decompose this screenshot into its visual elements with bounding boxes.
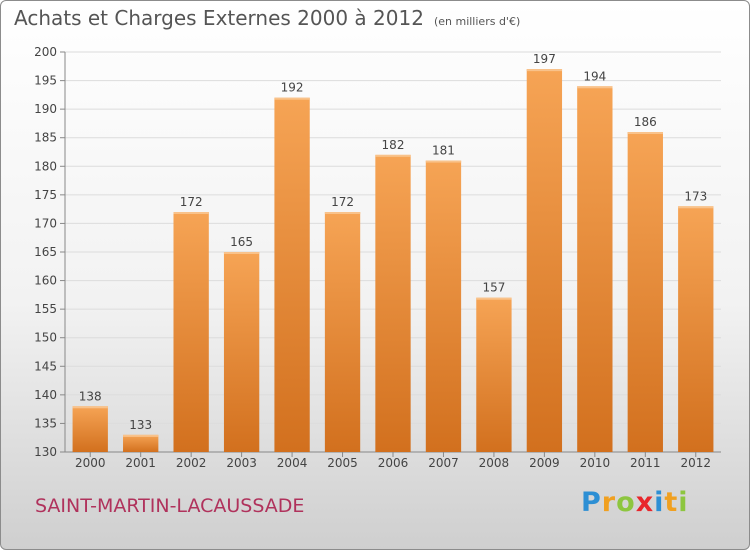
- bar-2005: [324, 212, 361, 452]
- logo-letter: t: [664, 487, 679, 518]
- x-tick-label: 2007: [428, 456, 459, 470]
- value-label: 173: [684, 189, 707, 203]
- bar-highlight: [627, 132, 663, 134]
- value-label: 182: [382, 138, 405, 152]
- proxiti-logo[interactable]: Proxiti: [581, 487, 689, 518]
- bar-highlight: [425, 160, 462, 163]
- x-tick-label: 2001: [125, 456, 156, 470]
- x-tick-label: 2002: [176, 456, 207, 470]
- y-tick-label: 135: [34, 416, 57, 430]
- y-tick-label: 180: [34, 159, 57, 173]
- logo-letter: r: [601, 487, 617, 518]
- bar-highlight: [375, 154, 411, 157]
- y-tick-label: 140: [34, 388, 57, 402]
- y-tick-label: 160: [34, 274, 57, 288]
- bar-highlight: [274, 97, 310, 100]
- bar-highlight: [678, 206, 714, 209]
- logo-letter: o: [616, 487, 636, 518]
- value-label: 181: [432, 144, 455, 158]
- bar-highlight: [223, 252, 260, 254]
- y-tick-label: 185: [34, 131, 57, 145]
- x-tick-label: 2000: [75, 456, 106, 470]
- bar-highlight: [324, 212, 361, 214]
- value-label: 172: [180, 195, 203, 209]
- x-tick-label: 2010: [580, 456, 611, 470]
- logo-letter: i: [678, 487, 689, 518]
- x-tick-label: 2006: [378, 456, 409, 470]
- y-tick-label: 195: [34, 74, 57, 88]
- y-tick-labels: 130 135 140 145 150 155 160 165 170 175 180 185 190 1…: [34, 45, 57, 459]
- y-tick-label: 165: [34, 245, 57, 259]
- value-label: 133: [129, 418, 152, 432]
- x-tick-labels: 2000 2001 2002 2003 2004 2005 2006 2007 2008 2009…: [75, 456, 711, 470]
- bar-2006: [375, 154, 411, 452]
- bar-2002: [173, 212, 209, 452]
- x-tick-label: 2004: [277, 456, 308, 470]
- chart-title: Achats et Charges Externes 2000 à 2012: [14, 6, 424, 30]
- bar-2011: [627, 132, 663, 452]
- x-tick-label: 2009: [529, 456, 560, 470]
- y-tick-label: 130: [34, 445, 57, 459]
- bar-2003: [223, 252, 260, 452]
- value-label: 172: [331, 195, 354, 209]
- y-tick-label: 175: [34, 188, 57, 202]
- bar-2008: [476, 297, 512, 452]
- commune-name: SAINT-MARTIN-LACAUSSADE: [35, 495, 305, 517]
- logo-letter: P: [581, 487, 602, 518]
- bar-2009: [526, 69, 563, 453]
- chart-title-block: Achats et Charges Externes 2000 à 2012 (e…: [14, 6, 520, 30]
- bar-highlight: [476, 297, 512, 300]
- y-tick-label: 145: [34, 359, 57, 373]
- bar-2000: [72, 406, 108, 452]
- bar-highlight: [72, 406, 108, 409]
- logo-letter: i: [654, 487, 665, 518]
- y-tick-label: 200: [34, 45, 57, 59]
- value-label: 157: [482, 281, 505, 295]
- value-label: 165: [230, 235, 253, 249]
- unit-note: (en milliers d'€): [433, 15, 521, 28]
- bar-2007: [425, 160, 462, 453]
- bar-highlight: [123, 434, 159, 437]
- value-label: 194: [583, 69, 606, 83]
- bar-highlight: [173, 212, 209, 214]
- x-tick-label: 2005: [327, 456, 358, 470]
- y-tick-label: 150: [34, 331, 57, 345]
- bars: [72, 69, 714, 453]
- value-label: 197: [533, 52, 556, 66]
- x-tick-label: 2008: [479, 456, 510, 470]
- value-labels: 138 133 172 165 192 172 182 181 157 197 194 186 173: [79, 52, 707, 432]
- bar-highlight: [526, 69, 563, 72]
- value-label: 192: [281, 81, 304, 95]
- y-tick-label: 190: [34, 102, 57, 116]
- logo-letter: x: [635, 487, 655, 518]
- value-label: 186: [634, 115, 657, 129]
- y-tick-label: 170: [34, 216, 57, 230]
- bar-highlight: [577, 86, 613, 89]
- x-tick-label: 2003: [226, 456, 257, 470]
- x-tick-label: 2011: [630, 456, 661, 470]
- bar-2001: [123, 434, 159, 452]
- y-tick-label: 155: [34, 302, 57, 316]
- bar-2010: [577, 86, 613, 453]
- bar-2004: [274, 97, 310, 452]
- x-tick-label: 2012: [680, 456, 711, 470]
- bar-2012: [678, 206, 714, 452]
- value-label: 138: [79, 389, 102, 403]
